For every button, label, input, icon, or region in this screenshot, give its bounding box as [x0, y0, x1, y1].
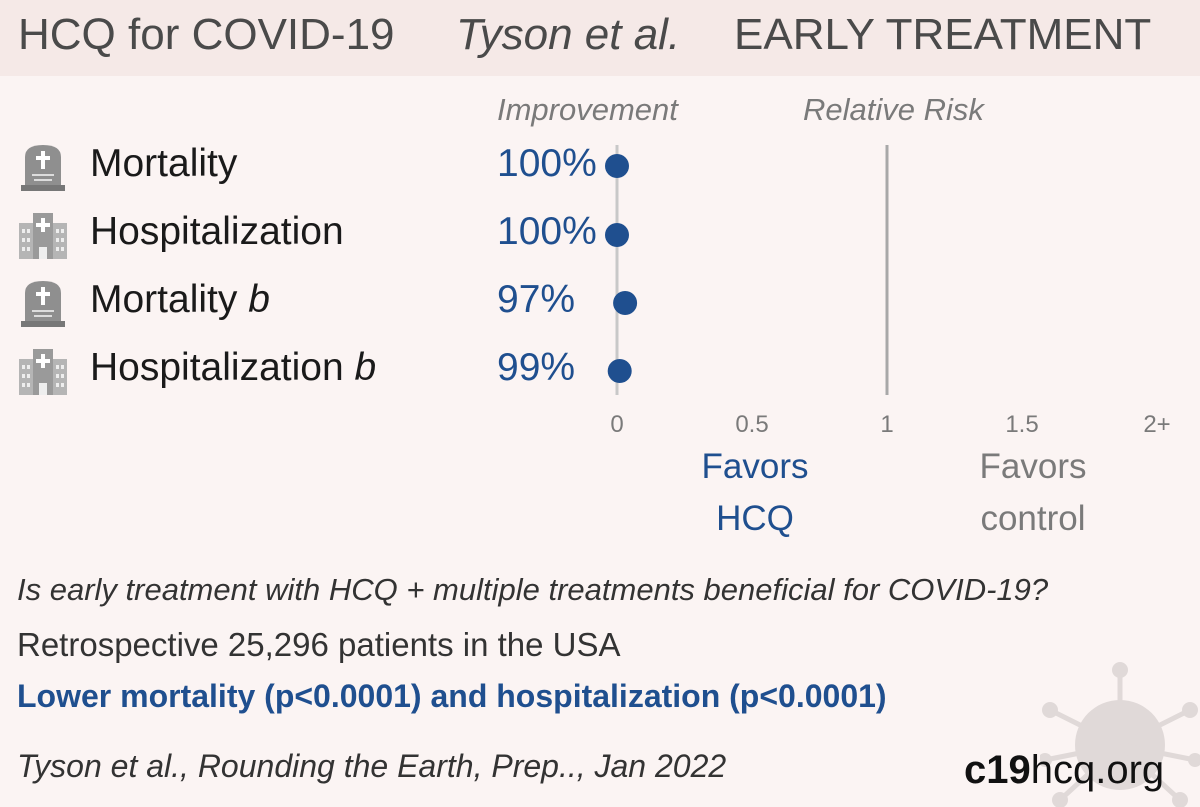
data-point: [605, 154, 629, 178]
x-tick-label: 1: [880, 411, 893, 438]
header-bar: HCQ for COVID-19 Tyson et al. EARLY TREA…: [0, 0, 1200, 76]
study-name: Tyson et al.: [456, 10, 681, 59]
virus-icon: [1040, 662, 1200, 807]
study-design: Retrospective 25,296 patients in the USA: [17, 626, 621, 663]
improvement-value: 99%: [497, 346, 576, 389]
x-tick-label: 0.5: [735, 411, 768, 438]
data-point: [607, 359, 632, 383]
outcome-label-mortality: Mortality: [90, 142, 238, 185]
tombstone-icon: [21, 281, 65, 327]
citation: Tyson et al., Rounding the Earth, Prep..…: [17, 748, 727, 784]
data-point: [605, 223, 629, 247]
x-tick-label: 1.5: [1005, 411, 1038, 438]
improvement-value: 97%: [497, 278, 576, 321]
x-tick-label: 0: [610, 411, 623, 438]
favors-control-label: Favors control: [979, 447, 1087, 538]
improvement-column-header: Improvement: [497, 92, 678, 127]
outcome-label-hospitalization-b: Hospitalization b: [90, 346, 377, 389]
site-logo: c19hcq.org: [964, 748, 1165, 792]
study-question: Is early treatment with HCQ + multiple t…: [17, 572, 1049, 607]
treatment-stage: EARLY TREATMENT: [734, 10, 1152, 59]
improvement-value: 100%: [497, 210, 597, 253]
improvement-value: 100%: [497, 142, 597, 185]
relative-risk-column-header: Relative Risk: [803, 92, 984, 127]
tombstone-icon: [21, 145, 65, 191]
hospital-icon: [19, 349, 67, 395]
favors-hcq-label: Favors HCQ: [701, 447, 809, 538]
outcome-label-mortality-b: Mortality b: [90, 278, 270, 321]
data-point: [613, 291, 638, 315]
study-conclusion: Lower mortality (p<0.0001) and hospitali…: [17, 678, 887, 714]
hospital-icon: [19, 213, 67, 259]
outcome-label-hospitalization: Hospitalization: [90, 210, 344, 253]
x-tick-label: 2+: [1143, 411, 1170, 438]
page-title: HCQ for COVID-19: [18, 10, 395, 59]
